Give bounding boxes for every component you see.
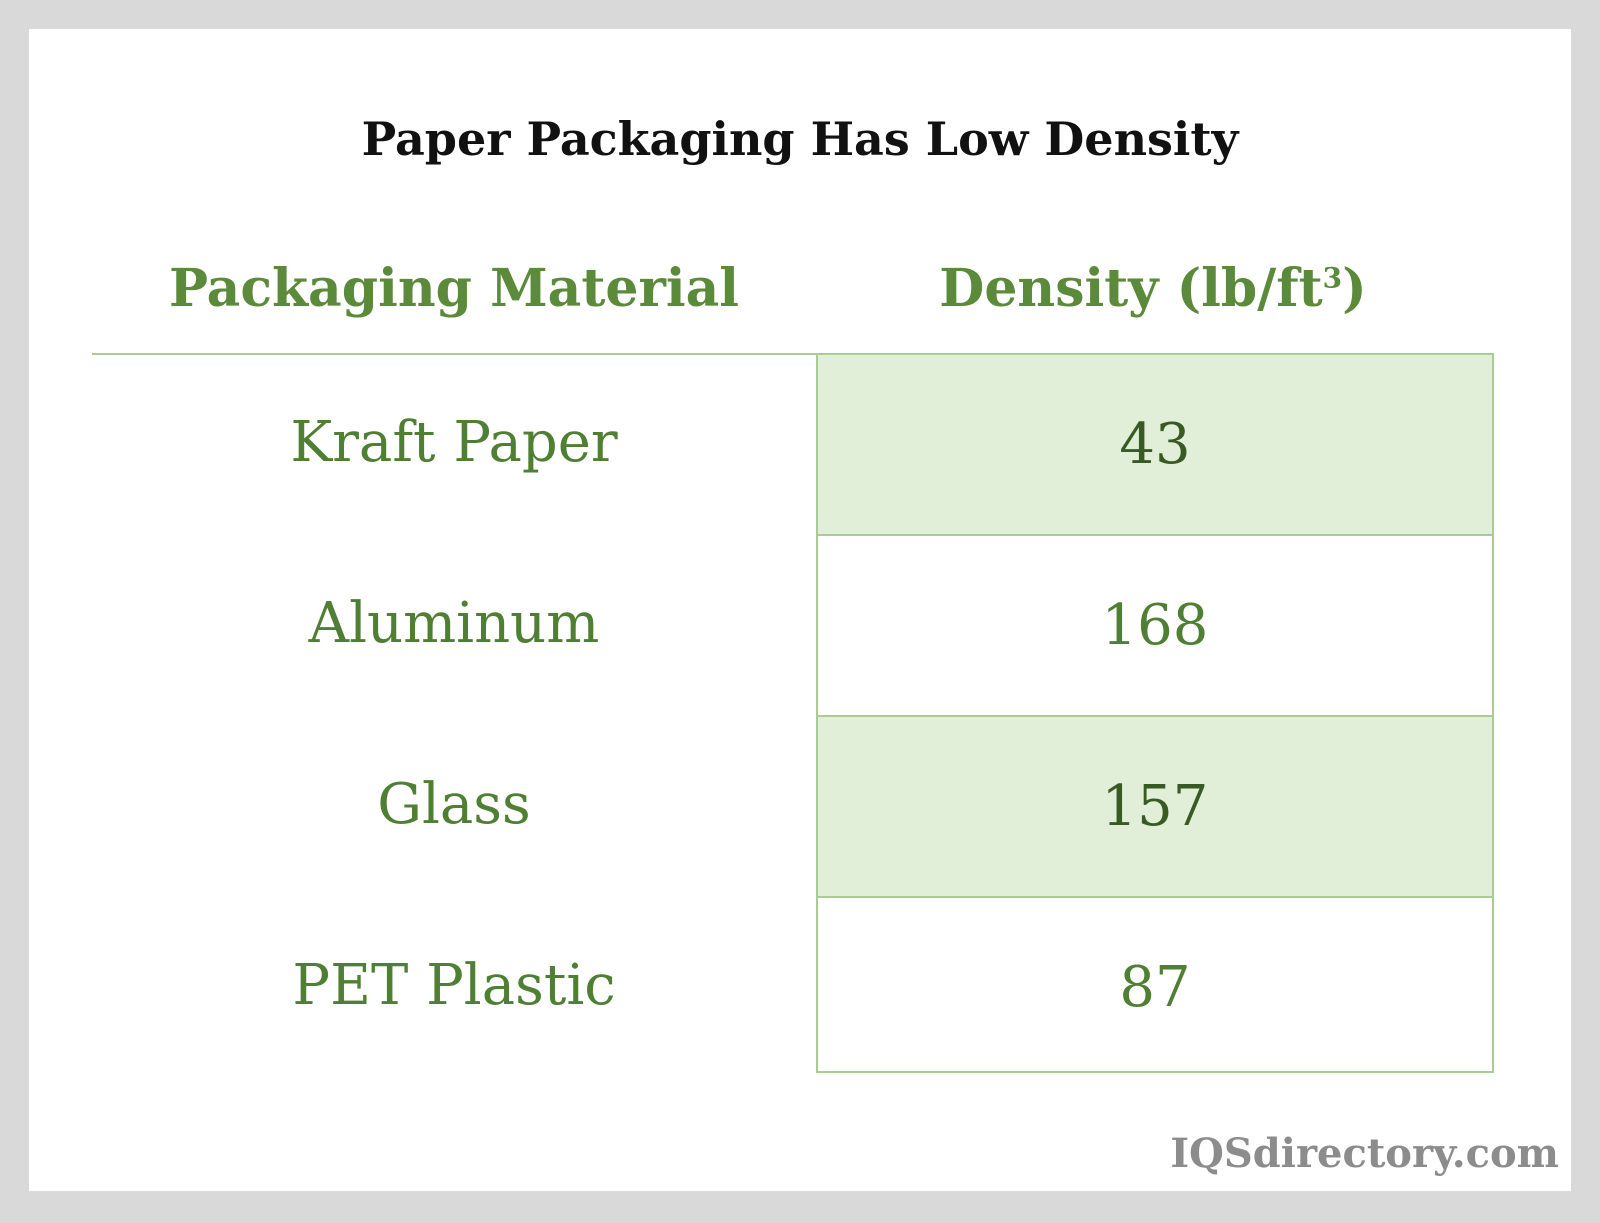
header-density-text: Density (lb/ft (939, 258, 1323, 319)
material-cell: Kraft Paper (290, 410, 618, 475)
material-cell: Glass (377, 772, 531, 837)
material-cell: PET Plastic (292, 953, 616, 1018)
header-divider (92, 353, 816, 355)
card-background (29, 29, 1571, 1191)
density-cell: 87 (1119, 955, 1191, 1020)
watermark-logo: IQSdirectory.com (1170, 1130, 1559, 1177)
header-density-superscript: 3 (1322, 261, 1343, 295)
density-cell: 157 (818, 717, 1492, 898)
page-title: Paper Packaging Has Low Density (361, 112, 1239, 166)
header-packaging-material: Packaging Material (168, 258, 740, 319)
header-density: Density (lb/ft3) (816, 258, 1490, 319)
density-cell: 43 (818, 355, 1492, 536)
material-cell: Aluminum (308, 591, 600, 656)
density-cell: 168 (818, 536, 1492, 717)
header-density-close: ) (1342, 258, 1367, 319)
density-column: 43 168 157 87 (816, 353, 1494, 1073)
